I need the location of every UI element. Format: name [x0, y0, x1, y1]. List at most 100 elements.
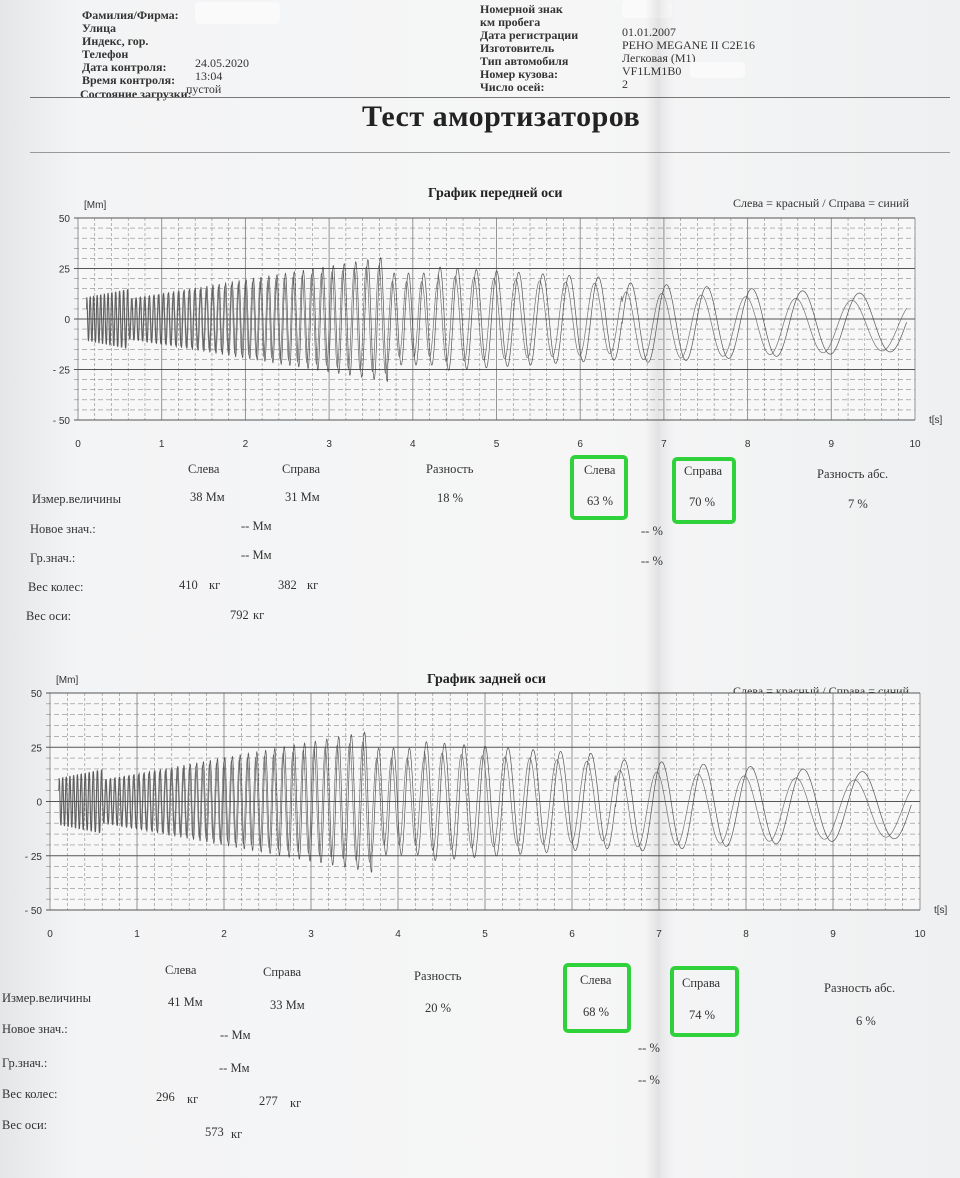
chart-x-tick-label: 0	[75, 439, 81, 450]
header-value-vehicle-type: Легковая (M1)	[622, 51, 696, 65]
front-new-pct: -- %	[641, 524, 663, 538]
rear-measured-right: 33 Мм	[270, 998, 305, 1012]
rear-wheel-right-unit: кг	[290, 1096, 302, 1110]
chart-y-tick-label: 50	[31, 689, 43, 700]
chart-x-tick-label: 7	[661, 439, 667, 450]
header-value-time: 13:04	[195, 69, 223, 83]
chart-x-unit: t[s]	[934, 905, 948, 916]
front-col-diff: Разность	[426, 462, 474, 476]
chart-x-tick-label: 8	[745, 439, 751, 450]
front-wheel-left-unit: кг	[209, 578, 221, 592]
rear-eff-diff-abs: 6 %	[856, 1014, 876, 1028]
front-limit-pct: -- %	[641, 554, 663, 568]
header-value-reg-date: 01.01.2007	[622, 25, 676, 39]
front-eff-right-value: 70 %	[689, 495, 716, 509]
header-label-phone: Телефон	[82, 47, 129, 61]
front-eff-left-highlight	[570, 455, 628, 520]
header-value-axles: 2	[622, 77, 628, 91]
rear-new-value: -- Мм	[220, 1028, 251, 1042]
front-row-measured: Измер.величины	[32, 492, 121, 506]
front-axle-chart: 50 25 0 - 25 - 50 [Mm] 0 1 2 3 4 5 6 7 8 9 10 t[s]	[53, 200, 943, 450]
chart-x-tick-label: 6	[577, 439, 583, 450]
front-eff-right-highlight	[672, 457, 736, 524]
chart-x-tick-label: 4	[410, 439, 416, 450]
rear-measured-left: 41 Мм	[168, 995, 203, 1009]
front-row-axle-weight: Вес оси:	[26, 609, 72, 623]
chart-y-tick-label: - 25	[53, 366, 71, 377]
chart-x-tick-label: 3	[308, 929, 314, 940]
header-label-city: Индекс, гор.	[82, 34, 149, 48]
header-label-vehicle-type: Тип автомобиля	[480, 54, 569, 68]
rear-new-pct: -- %	[638, 1041, 660, 1055]
header-label-mileage: км пробега	[480, 15, 541, 29]
chart-x-tick-label: 3	[326, 439, 332, 450]
rear-col-diff-abs: Разность абс.	[824, 981, 896, 995]
header-label-reg-date: Дата регистрации	[480, 28, 579, 42]
front-measured-diff: 18 %	[437, 491, 464, 505]
front-col-left: Слева	[188, 462, 220, 476]
front-new-value: -- Мм	[241, 519, 272, 533]
header-label-axles: Число осей:	[480, 80, 545, 94]
chart-x-tick-label: 4	[395, 929, 401, 940]
chart-y-tick-label: 0	[36, 798, 42, 809]
chart-series-line-left	[58, 731, 912, 873]
rear-row-measured: Измер.величины	[2, 991, 91, 1005]
chart-y-tick-label: 0	[64, 315, 70, 326]
chart-x-tick-label: 0	[47, 929, 53, 940]
rear-eff-left-highlight	[563, 963, 631, 1033]
rear-wheel-left: 296	[156, 1090, 175, 1104]
front-row-wheel-weight: Вес колес:	[28, 580, 84, 594]
header-label-name: Фамилия/Фирма:	[82, 8, 179, 22]
chart-x-tick-label: 9	[830, 929, 836, 940]
chart-y-tick-label: 50	[59, 214, 71, 225]
rear-row-wheel-weight: Вес колес:	[2, 1087, 58, 1101]
front-measured-left: 38 Мм	[190, 490, 225, 504]
redacted-body-number	[690, 62, 745, 78]
front-axle-weight: 792	[230, 608, 249, 622]
chart-y-tick-label: - 50	[53, 416, 71, 427]
chart-y-tick-label: 25	[59, 265, 71, 276]
chart-x-tick-label: 2	[221, 929, 227, 940]
rear-col-eff-left: Слева	[580, 973, 612, 987]
front-col-eff-right: Справа	[684, 464, 723, 478]
front-col-right: Справа	[282, 462, 321, 476]
chart-y-unit: [Mm]	[84, 200, 106, 211]
chart-x-tick-label: 5	[494, 439, 500, 450]
chart-x-unit: t[s]	[929, 415, 943, 426]
rear-col-diff: Разность	[414, 969, 462, 983]
header-value-body-number: VF1LM1B0	[622, 64, 682, 78]
chart-x-tick-label: 10	[909, 439, 921, 450]
chart-x-tick-label: 8	[743, 929, 749, 940]
front-axle-weight-unit: кг	[253, 608, 265, 622]
header-divider	[30, 97, 950, 98]
front-chart-legend: Слева = красный / Справа = синий	[733, 196, 910, 210]
rear-col-left: Слева	[165, 963, 197, 977]
rear-eff-right-value: 74 %	[689, 1008, 716, 1022]
rear-chart-title: График задней оси	[427, 672, 546, 687]
chart-x-tick-label: 10	[914, 929, 926, 940]
rear-eff-left-value: 68 %	[583, 1005, 610, 1019]
redacted-plate	[622, 0, 672, 18]
chart-series-line-right	[58, 741, 912, 863]
front-eff-left-value: 63 %	[587, 494, 614, 508]
header-value-date: 24.05.2020	[195, 56, 249, 70]
chart-x-tick-label: 5	[482, 929, 488, 940]
rear-row-limit: Гр.знач.:	[2, 1056, 48, 1070]
front-col-eff-left: Слева	[584, 463, 616, 477]
header-label-street: Улица	[82, 21, 117, 35]
rear-limit-value: -- Мм	[219, 1061, 250, 1075]
rear-row-new: Новое знач.:	[2, 1022, 68, 1036]
header-value-maker: РЕНО MEGANE II C2E16	[622, 38, 755, 52]
rear-wheel-left-unit: кг	[187, 1092, 199, 1106]
redacted-name	[195, 2, 280, 24]
chart-x-tick-label: 7	[656, 929, 662, 940]
chart-y-tick-label: - 50	[25, 906, 43, 917]
header-label-body-number: Номер кузова:	[480, 67, 558, 81]
front-wheel-right: 382	[278, 578, 297, 592]
rear-wheel-right: 277	[259, 1094, 278, 1108]
front-wheel-left: 410	[179, 578, 198, 592]
chart-series-line-right	[86, 265, 907, 374]
header-value-load: пустой	[186, 82, 222, 96]
rear-axle-weight: 573	[205, 1125, 224, 1139]
